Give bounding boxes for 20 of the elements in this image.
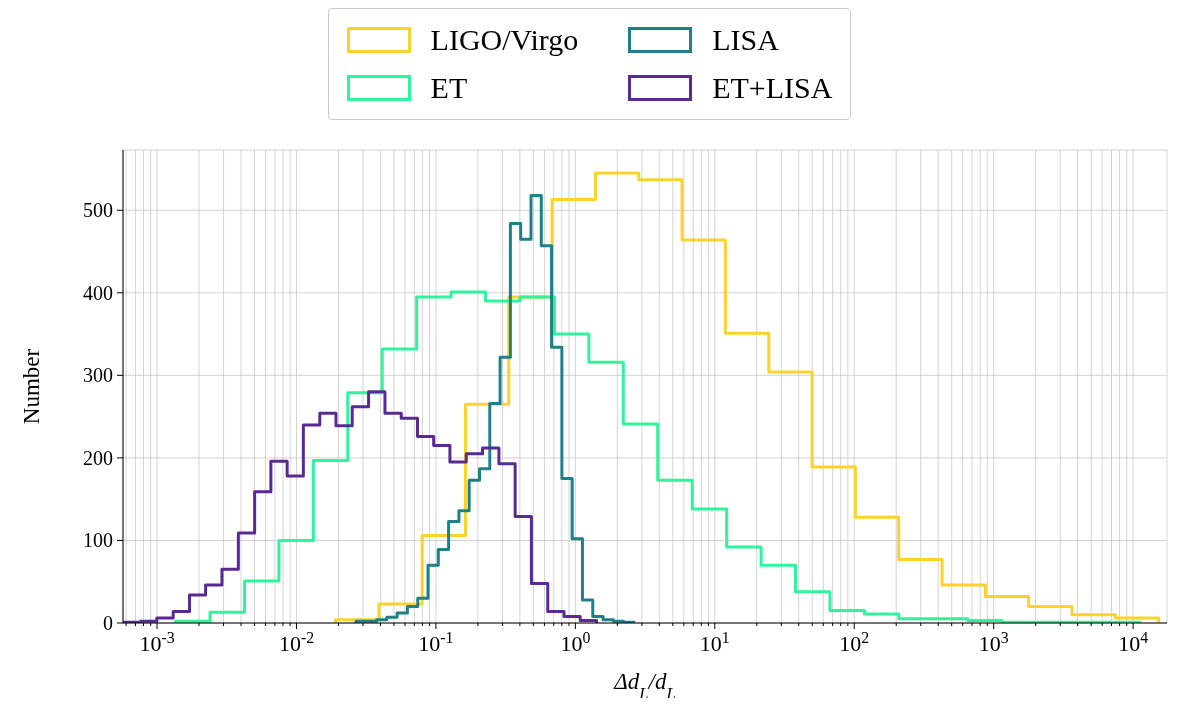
x-tick-label: 10$^{3}$ [978,628,1009,656]
x-tick-label: 10$^{4}$ [1118,628,1149,656]
y-tick-label: 500 [83,199,113,222]
x-tick-label: 10$^{-1}$ [418,628,454,656]
y-tick-label: 300 [83,364,113,387]
x-tick-label: 10$^{2}$ [839,628,870,656]
x-axis-title: Δd$_{L}$/d$_{L}$ [613,669,676,703]
x-tick-label: 10$^{-3}$ [139,628,175,656]
legend-label: ET+LISA [712,71,833,105]
x-tick-label: 10$^{-2}$ [278,628,315,656]
y-tick-label: 0 [103,612,113,634]
legend-label: LISA [712,23,779,57]
y-tick-label: 100 [83,529,113,552]
x-tick-label: 10$^{1}$ [699,628,730,656]
y-tick-label: 200 [83,446,113,469]
y-tick-label: 400 [83,281,113,304]
legend-label: LIGO/Virgo [430,23,579,57]
x-tick-label: 10$^{0}$ [560,628,591,656]
legend-label: ET [430,71,468,105]
y-axis-title: Number [19,348,45,425]
